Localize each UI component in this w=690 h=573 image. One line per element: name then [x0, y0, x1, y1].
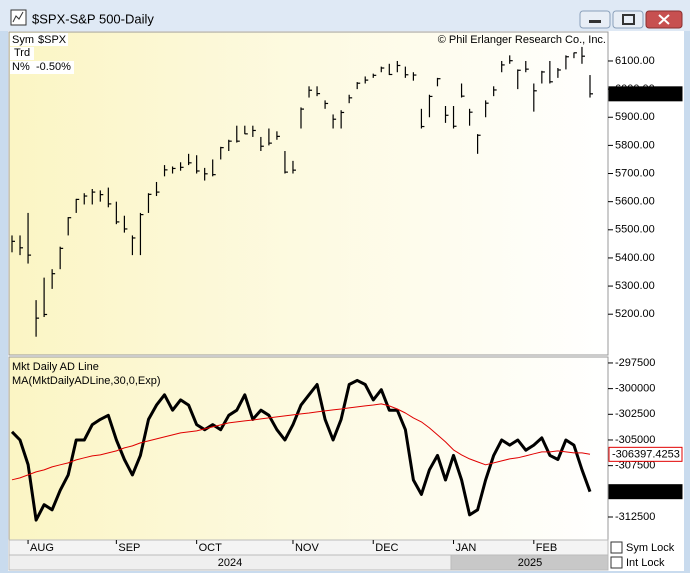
- x-tick-label: SEP: [118, 542, 140, 554]
- legend-entry: Mkt Daily AD Line: [12, 361, 99, 373]
- y-tick-label: 5400.00: [615, 252, 655, 264]
- sym-lock-label: Sym Lock: [626, 542, 675, 554]
- maximize-button[interactable]: [612, 10, 644, 29]
- close-icon: [658, 14, 670, 25]
- trd-label: Trd: [14, 47, 30, 59]
- y-tick-label: 5800.00: [615, 139, 655, 151]
- x-tick-label: JAN: [456, 542, 477, 554]
- last-value-box: [608, 86, 683, 102]
- trd-box: [10, 47, 34, 60]
- last-value-box: [608, 484, 683, 500]
- x-tick-label: NOV: [295, 542, 320, 554]
- y-tick-label: -307500: [615, 460, 655, 472]
- y-tick-label: -300000: [615, 383, 655, 395]
- window-title: $SPX-S&P 500-Daily: [32, 11, 154, 26]
- y-tick-label: 5500.00: [615, 224, 655, 236]
- int-lock-checkbox[interactable]: [610, 556, 623, 569]
- x-tick-label: AUG: [30, 542, 54, 554]
- year-2025-band: [450, 554, 609, 571]
- int-lock-label: Int Lock: [626, 557, 665, 569]
- year-label: 2025: [518, 557, 542, 569]
- last-value-label: -310035: [612, 486, 652, 498]
- x-tick-label: DEC: [375, 542, 398, 554]
- n-label: N%: [12, 61, 30, 73]
- ad-pane: [8, 356, 609, 541]
- last-value-box: [608, 446, 683, 462]
- minimize-button[interactable]: [579, 10, 611, 29]
- title-bar: [0, 0, 690, 31]
- minimize-icon: [589, 20, 601, 23]
- series-line: [11, 403, 591, 481]
- y-tick-label: -302500: [615, 408, 655, 420]
- y-tick-label: -297500: [615, 357, 655, 369]
- sym-box: [10, 33, 68, 46]
- app-icon-glyph: [12, 11, 24, 23]
- series-line: [10, 378, 592, 522]
- n-box: [10, 61, 74, 74]
- y-tick-label: 5600.00: [615, 196, 655, 208]
- y-tick-label: 5700.00: [615, 167, 655, 179]
- y-tick-label: 5200.00: [615, 308, 655, 320]
- sym-label: Sym: [12, 34, 34, 46]
- y-tick-label: -312500: [615, 511, 655, 523]
- x-tick-label: FEB: [536, 542, 557, 554]
- y-tick-label: 5900.00: [615, 111, 655, 123]
- last-value-label: -306397.4253: [612, 449, 680, 461]
- app-icon: [10, 9, 27, 26]
- last-value-label: 5983.25: [612, 88, 652, 100]
- maximize-icon: [622, 14, 635, 25]
- sym-lock-checkbox[interactable]: [610, 541, 623, 554]
- symbol: $SPX: [38, 34, 67, 46]
- year-label: 2024: [218, 557, 242, 569]
- legend-entry: MA(MktDailyADLine,30,0,Exp): [12, 375, 161, 387]
- y-tick-label: 5300.00: [615, 280, 655, 292]
- n-value: -0.50%: [36, 61, 71, 73]
- y-tick-label: -305000: [615, 434, 655, 446]
- x-tick-label: OCT: [199, 542, 223, 554]
- y-tick-label: 6100.00: [615, 55, 655, 67]
- copyright: © Phil Erlanger Research Co., Inc.: [438, 34, 606, 46]
